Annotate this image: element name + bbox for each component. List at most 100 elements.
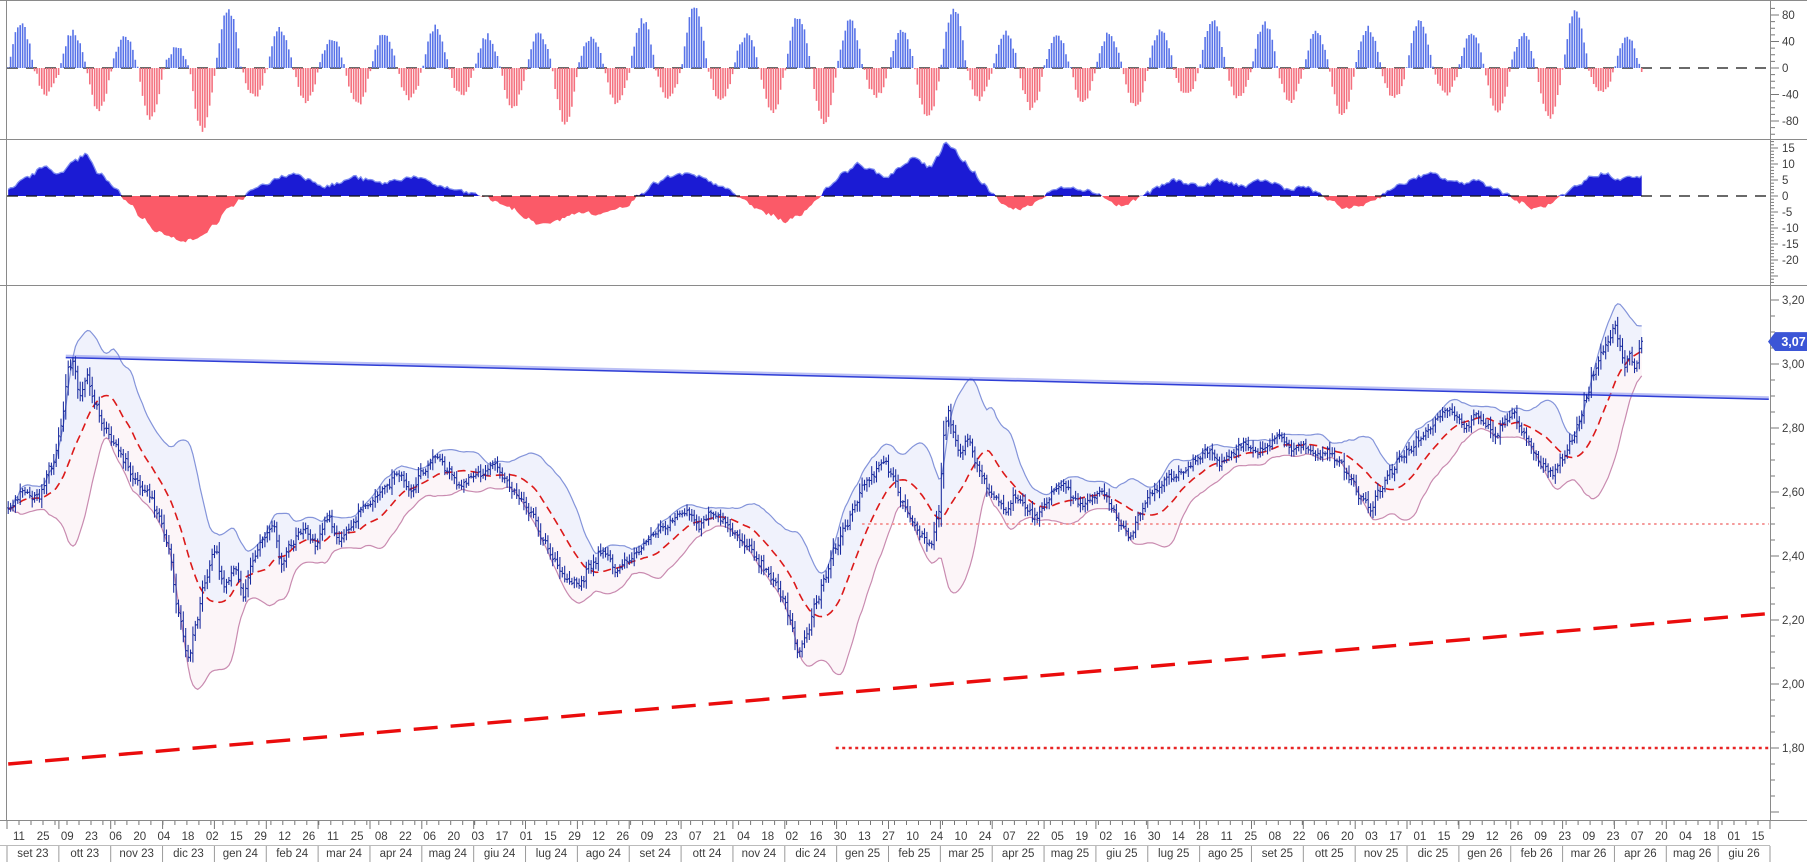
day-label: 20 [1655,831,1668,843]
day-label: 23 [665,831,678,843]
momentum-area-negative [8,196,1642,243]
day-label: 19 [1075,831,1088,843]
month-label: giu 26 [1728,848,1759,860]
day-label: 09 [1534,831,1547,843]
ohlc-bars [6,316,1643,663]
month-label: nov 24 [742,848,777,860]
day-label: 21 [713,831,726,843]
day-label: 26 [616,831,629,843]
y-tick-label: 10 [1782,159,1795,171]
day-label: 04 [737,831,750,843]
y-tick-label: 3,20 [1782,295,1804,307]
day-label: 02 [206,831,219,843]
day-label: 16 [810,831,823,843]
day-label: 01 [1727,831,1740,843]
y-tick-label: 2,60 [1782,487,1804,499]
momentum-area-positive [8,142,1642,196]
day-label: 09 [1583,831,1596,843]
day-label: 12 [592,831,605,843]
day-label: 28 [1196,831,1209,843]
day-label: 11 [1221,831,1233,843]
y-tick-label: 80 [1782,10,1795,22]
bollinger-lower-band [8,375,1643,691]
day-label: 15 [544,831,557,843]
month-label: mag 24 [429,848,468,860]
month-label: lug 24 [536,848,568,860]
day-label: 27 [882,831,895,843]
month-label: apr 26 [1624,848,1657,860]
day-label: 04 [1679,831,1692,843]
month-label: feb 26 [1521,848,1553,860]
day-label: 26 [302,831,315,843]
y-tick-label: 0 [1782,191,1788,203]
month-label: lug 25 [1158,848,1189,860]
day-label: 17 [1389,831,1402,843]
day-label: 07 [1003,831,1016,843]
y-tick-label: 40 [1782,37,1795,49]
day-label: 02 [1099,831,1112,843]
day-label: 25 [37,831,50,843]
month-label: ott 24 [693,848,722,860]
price-panel[interactable] [6,303,1769,766]
day-label: 30 [834,831,847,843]
bottom-axis[interactable]: 11 25 09 23 06 20 04 18 02 15 29 12 26 11 25 08 22 06 20 03… [0,821,1771,862]
day-label: 23 [85,831,98,843]
bollinger-middle-band [8,350,1643,618]
month-label: gen 26 [1467,848,1502,860]
y-tick-label: -5 [1782,207,1792,219]
day-label: 29 [254,831,267,843]
day-label: 15 [1752,831,1765,843]
day-label: 13 [858,831,871,843]
month-label: feb 25 [898,848,930,860]
oscillator-panel[interactable] [7,7,1770,132]
month-label: set 25 [1262,848,1293,860]
day-label: 25 [1244,831,1257,843]
day-label: 10 [955,831,968,843]
month-label: set 23 [17,848,48,860]
oscillator-bars-positive [7,7,1641,68]
blue-descending-trendline[interactable] [65,356,1769,400]
day-label: 25 [351,831,364,843]
day-label: 22 [1027,831,1040,843]
day-label: 10 [906,831,919,843]
month-label: set 24 [639,848,671,860]
day-label: 05 [1051,831,1064,843]
day-label: 17 [496,831,509,843]
panel-borders [0,0,1807,821]
day-label: 03 [1365,831,1378,843]
month-label: feb 24 [276,848,309,860]
day-label: 01 [520,831,533,843]
right-axis[interactable]: 80 40 0 -40 -80 15 10 5 0 -5 -10 -15 -20 3,20 3,00 2,80… [1771,7,1804,813]
day-label: 07 [1631,831,1644,843]
month-label: giu 25 [1106,848,1137,860]
day-label: 03 [472,831,485,843]
month-label: giu 24 [484,848,516,860]
month-label: apr 24 [380,848,413,860]
red-rising-trendline[interactable] [8,611,1769,766]
day-label: 12 [1486,831,1499,843]
last-price-badge: 3,07 [1768,332,1807,352]
day-label: 08 [375,831,388,843]
day-label: 08 [1269,831,1282,843]
y-tick-label: 1,80 [1782,743,1804,755]
day-label: 06 [1317,831,1330,843]
day-label: 26 [1510,831,1523,843]
month-label: mag 26 [1673,848,1711,860]
date-ruler-ticks [6,821,1771,829]
y-tick-label: -10 [1782,223,1799,235]
day-label: 06 [109,831,122,843]
month-label: ott 23 [70,848,99,860]
month-label: nov 25 [1364,848,1399,860]
month-label: apr 25 [1002,848,1035,860]
momentum-panel[interactable] [7,141,1770,243]
day-label: 11 [327,831,339,843]
y-tick-label: 2,80 [1782,423,1804,435]
day-label: 15 [1438,831,1451,843]
month-label: ago 24 [586,848,622,860]
month-label: mar 24 [326,848,362,860]
day-label: 24 [930,831,943,843]
month-label: ago 25 [1208,848,1243,860]
day-label: 12 [278,831,291,843]
